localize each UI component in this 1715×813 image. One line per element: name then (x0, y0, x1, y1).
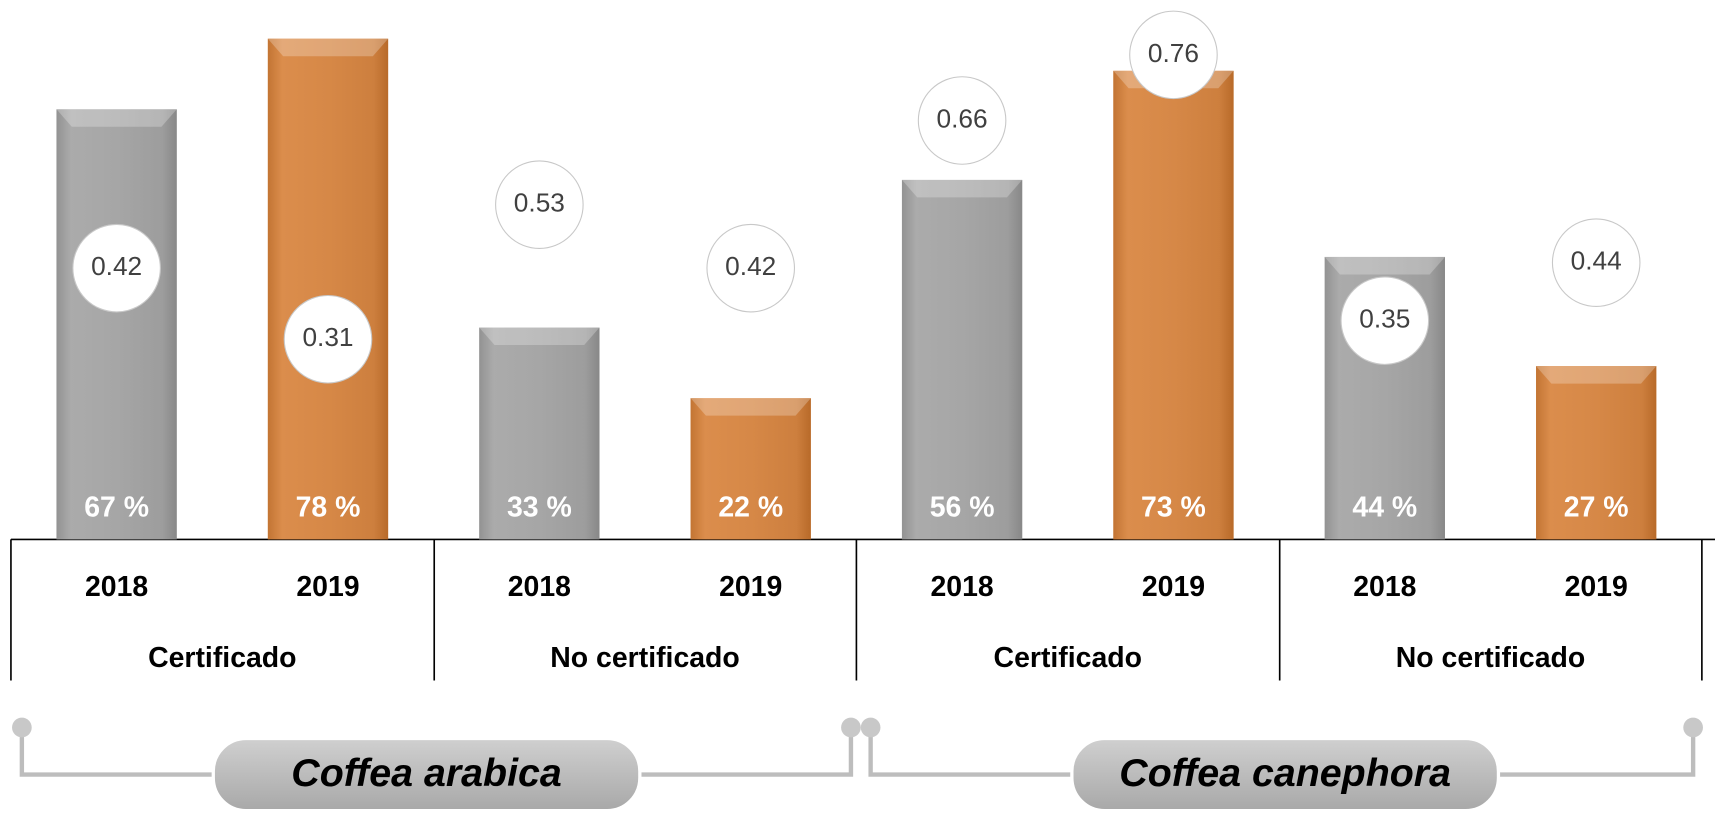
circle-label: 0.76 (1148, 38, 1199, 68)
bar-shade (56, 109, 177, 540)
value-circle (495, 160, 584, 249)
value-label: 67 % (84, 491, 149, 523)
bar-bevel (479, 327, 600, 346)
value-circle (283, 294, 373, 384)
group-label: Certificado (994, 642, 1142, 674)
x-tick-label: 2019 (296, 571, 359, 603)
species-label: Coffea canephora (1119, 751, 1451, 795)
value-label: 33 % (507, 491, 572, 523)
bar-shade (1536, 366, 1657, 540)
bar-shade (1113, 70, 1234, 540)
x-tick-label: 2018 (85, 571, 148, 603)
x-tick-label: 2018 (508, 571, 571, 603)
value-circle (1340, 276, 1430, 365)
circle-label: 0.53 (514, 188, 565, 218)
species-pill (211, 736, 642, 813)
bar-shade (690, 398, 811, 540)
group-label: No certificado (1396, 642, 1586, 674)
bar-bevel (690, 398, 811, 416)
bar-bevel (1324, 256, 1445, 275)
value-circle (72, 223, 161, 313)
value-label: 22 % (718, 491, 783, 523)
value-circle (917, 76, 1007, 165)
value-label: 44 % (1352, 491, 1417, 523)
circle-label: 0.66 (937, 103, 988, 133)
bar-shade (267, 38, 389, 540)
circle-label: 0.35 (1359, 304, 1410, 334)
species-label: Coffea arabica (291, 751, 562, 795)
bar-shade (901, 179, 1023, 540)
value-circle (1129, 10, 1218, 100)
group-label: Certificado (148, 642, 296, 674)
circle-label: 0.42 (91, 251, 142, 281)
value-label: 73 % (1141, 491, 1206, 523)
species-pill (1070, 736, 1501, 813)
value-label: 27 % (1564, 491, 1629, 523)
bar-bevel (56, 109, 177, 127)
value-label: 56 % (930, 491, 995, 523)
bar-bevel (901, 179, 1023, 198)
x-tick-label: 2019 (719, 571, 782, 603)
bar-shade (479, 327, 600, 540)
brackets (19, 727, 1696, 777)
bar-bevel (1536, 366, 1657, 384)
x-tick-label: 2018 (930, 571, 993, 603)
value-label: 78 % (296, 491, 361, 523)
x-tick-label: 2019 (1565, 571, 1628, 603)
x-tick-label: 2018 (1353, 571, 1416, 603)
circle-label: 0.42 (725, 251, 776, 281)
circle-label: 0.44 (1571, 246, 1622, 276)
bracket-dots (12, 717, 1703, 738)
group-label: No certificado (550, 642, 740, 674)
x-tick-label: 2019 (1142, 571, 1205, 603)
bar-bevel (267, 38, 389, 57)
value-circle (1551, 218, 1641, 307)
value-circle (706, 223, 796, 313)
circle-label: 0.31 (302, 322, 353, 352)
